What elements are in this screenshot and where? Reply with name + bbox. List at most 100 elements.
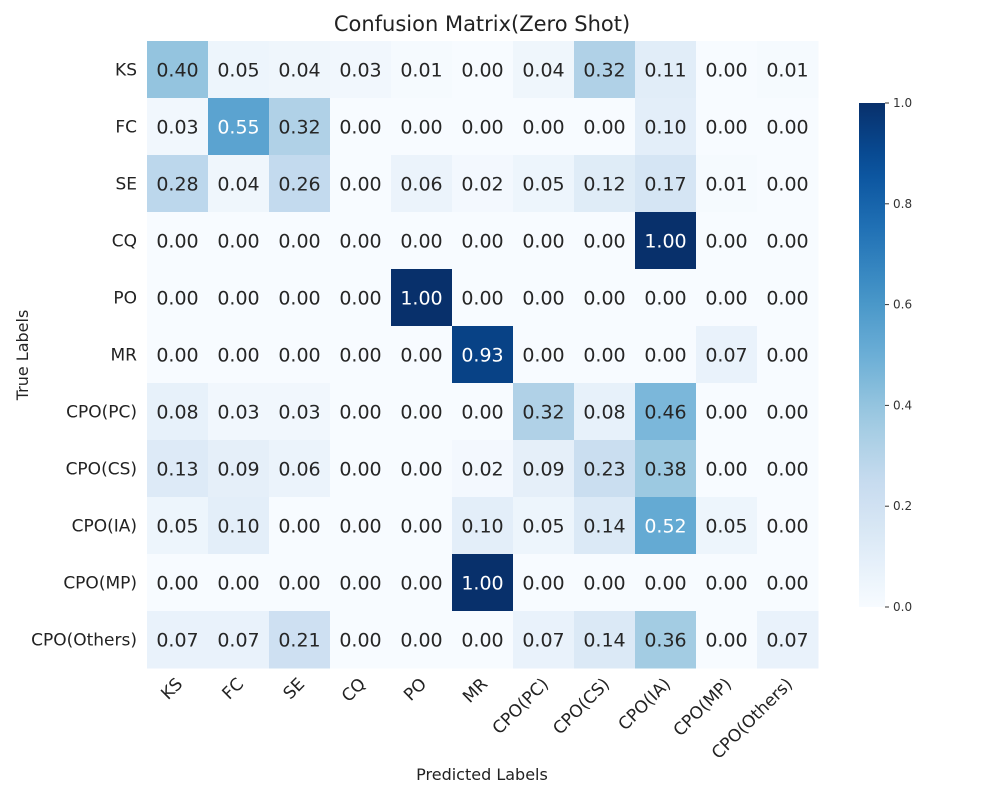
heatmap-cell xyxy=(147,440,209,498)
cell-value-label: 0.00 xyxy=(583,231,625,253)
cell-value-label: 0.26 xyxy=(278,174,320,196)
cell-value-label: 0.03 xyxy=(217,402,259,424)
heatmap-cell xyxy=(696,212,758,270)
cell-value-label: 0.00 xyxy=(156,231,198,253)
heatmap-cell xyxy=(574,98,636,156)
y-tick-label: CPO(IA) xyxy=(72,517,137,537)
heatmap-cell xyxy=(330,41,392,99)
heatmap-cell xyxy=(452,41,514,99)
cell-value-label: 0.02 xyxy=(461,174,503,196)
cell-value-label: 0.05 xyxy=(522,516,564,538)
cell-value-label: 0.00 xyxy=(339,573,381,595)
heatmap-cell xyxy=(696,440,758,498)
cell-value-label: 0.00 xyxy=(339,516,381,538)
heatmap-cell xyxy=(147,497,209,555)
cell-value-label: 0.00 xyxy=(461,60,503,82)
heatmap-cell xyxy=(513,41,575,99)
colorbar-tick-label: 0.6 xyxy=(893,298,912,312)
heatmap-cell xyxy=(269,155,331,213)
heatmap-cell xyxy=(757,497,819,555)
cell-value-label: 0.06 xyxy=(278,459,320,481)
heatmap-cell xyxy=(147,155,209,213)
y-tick-label: FC xyxy=(115,118,137,138)
cell-value-label: 0.13 xyxy=(156,459,198,481)
heatmap-cell xyxy=(330,155,392,213)
cell-value-label: 0.00 xyxy=(217,345,259,367)
heatmap-cell xyxy=(513,440,575,498)
cell-value-label: 0.00 xyxy=(705,60,747,82)
heatmap-cell xyxy=(208,98,270,156)
cell-value-label: 0.01 xyxy=(400,60,442,82)
cell-value-label: 0.00 xyxy=(705,288,747,310)
cell-value-label: 0.05 xyxy=(217,60,259,82)
cell-value-label: 0.00 xyxy=(217,573,259,595)
heatmap-cell xyxy=(757,212,819,270)
heatmap-cell xyxy=(513,383,575,441)
x-tick-label: SE xyxy=(280,674,309,703)
cell-value-label: 0.00 xyxy=(583,573,625,595)
cell-value-label: 0.55 xyxy=(217,117,259,139)
cell-value-label: 0.00 xyxy=(400,231,442,253)
colorbar: 0.0 0.2 0.4 0.6 0.8 1.0 xyxy=(859,96,912,614)
heatmap-cell xyxy=(574,383,636,441)
cell-value-label: 0.00 xyxy=(522,573,564,595)
heatmap-cell xyxy=(513,497,575,555)
cell-value-label: 0.00 xyxy=(400,630,442,652)
heatmap-cell xyxy=(574,440,636,498)
cell-value-label: 0.36 xyxy=(644,630,686,652)
cell-value-label: 0.00 xyxy=(705,459,747,481)
cell-value-label: 0.00 xyxy=(705,630,747,652)
y-tick-label: MR xyxy=(111,346,138,366)
heatmap-cell xyxy=(208,497,270,555)
chart-title: Confusion Matrix(Zero Shot) xyxy=(334,12,630,36)
heatmap-cell xyxy=(513,212,575,270)
heatmap-cell xyxy=(513,611,575,669)
cell-value-label: 0.00 xyxy=(156,573,198,595)
heatmap-cell xyxy=(635,155,697,213)
x-tick-label: CPO(IA) xyxy=(615,674,675,734)
colorbar-tick-label: 1.0 xyxy=(893,96,912,110)
x-tick-label: FC xyxy=(219,674,248,703)
x-axis-label: Predicted Labels xyxy=(416,765,548,784)
cell-value-label: 0.07 xyxy=(156,630,198,652)
heatmap-cell xyxy=(696,383,758,441)
cell-value-label: 0.21 xyxy=(278,630,320,652)
heatmap-cell xyxy=(452,611,514,669)
cell-value-label: 0.00 xyxy=(400,516,442,538)
cell-value-label: 0.28 xyxy=(156,174,198,196)
cell-value-label: 0.00 xyxy=(766,288,808,310)
cell-value-label: 0.00 xyxy=(400,117,442,139)
heatmap-cell xyxy=(208,554,270,612)
heatmap-cell xyxy=(635,269,697,327)
heatmap-cell xyxy=(696,155,758,213)
cell-value-label: 0.00 xyxy=(766,174,808,196)
heatmap-cell xyxy=(635,440,697,498)
cell-value-label: 0.14 xyxy=(583,516,625,538)
heatmap-cell xyxy=(391,554,453,612)
cell-value-label: 0.00 xyxy=(522,288,564,310)
cell-value-label: 0.00 xyxy=(217,231,259,253)
heatmap-cell xyxy=(147,41,209,99)
cell-value-label: 1.00 xyxy=(400,288,442,310)
cell-value-label: 0.00 xyxy=(339,630,381,652)
x-tick-label: MR xyxy=(459,674,492,707)
heatmap-cell xyxy=(269,611,331,669)
heatmap-cell xyxy=(635,41,697,99)
colorbar-tick-label: 0.4 xyxy=(893,398,912,412)
cell-value-label: 0.00 xyxy=(156,345,198,367)
x-tick-label: PO xyxy=(400,674,431,705)
cell-value-label: 0.07 xyxy=(705,345,747,367)
cell-value-label: 0.00 xyxy=(644,288,686,310)
heatmap-cell xyxy=(452,497,514,555)
cell-value-label: 0.04 xyxy=(217,174,259,196)
heatmap-cell xyxy=(330,554,392,612)
cell-value-label: 0.00 xyxy=(400,459,442,481)
heatmap-cell xyxy=(208,611,270,669)
cell-value-label: 0.04 xyxy=(522,60,564,82)
heatmap-cell xyxy=(574,611,636,669)
heatmap-cell xyxy=(513,269,575,327)
heatmap-cell xyxy=(391,611,453,669)
cell-value-label: 0.03 xyxy=(156,117,198,139)
